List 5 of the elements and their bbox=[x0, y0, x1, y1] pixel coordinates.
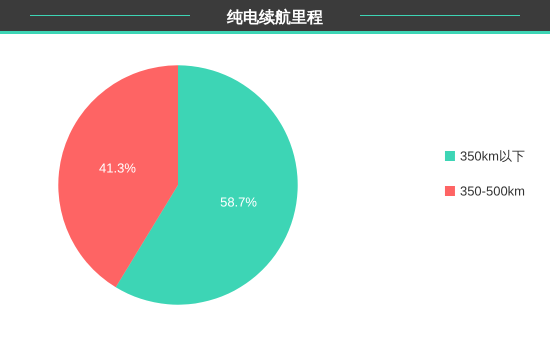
data-label: 41.3% bbox=[99, 160, 136, 176]
chart-title: 纯电续航里程 bbox=[226, 8, 323, 26]
legend-label: 350km以下 bbox=[460, 148, 525, 164]
legend-label: 350-500km bbox=[460, 184, 526, 198]
data-label: 58.7% bbox=[220, 194, 258, 210]
